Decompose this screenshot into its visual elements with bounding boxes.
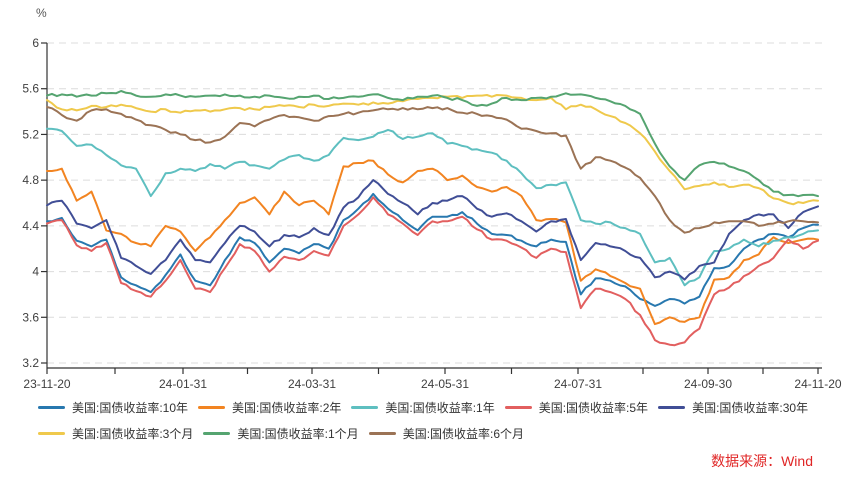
legend-item-4[interactable]: 美国:国债收益率:30年 — [658, 399, 808, 416]
series-line-5 — [46, 94, 819, 206]
legend-label: 美国:国债收益率:1个月 — [237, 427, 359, 441]
y-tick-label: 3.6 — [22, 310, 39, 324]
series-line-0 — [46, 192, 819, 307]
x-tick-label: 23-11-20 — [23, 377, 70, 391]
series-line-7 — [46, 106, 819, 234]
x-tick-label: 24-07-31 — [554, 377, 602, 391]
legend-row: 美国:国债收益率:10年 美国:国债收益率:2年 美国:国债收益率:1年 美国:国债收… — [38, 399, 828, 416]
x-tick-label: 24-05-31 — [421, 377, 469, 391]
legend-item-3[interactable]: 美国:国债收益率:5年 — [504, 399, 649, 416]
legend-swatch-icon — [351, 405, 379, 410]
legend-item-5[interactable]: 美国:国债收益率:3个月 — [38, 425, 193, 442]
y-tick-label: 6 — [32, 36, 39, 50]
legend-label: 美国:国债收益率:10年 — [72, 401, 189, 415]
y-tick-label: 4.8 — [22, 173, 39, 187]
legend-item-2[interactable]: 美国:国债收益率:1年 — [351, 399, 495, 416]
legend-item-6[interactable]: 美国:国债收益率:1个月 — [203, 425, 359, 442]
series-line-1 — [46, 159, 819, 326]
y-tick-label: 4.4 — [22, 219, 39, 233]
legend-item-0[interactable]: 美国:国债收益率:10年 — [38, 399, 188, 416]
x-tick-label: 24-09-30 — [684, 377, 732, 391]
chart-legend: 美国:国债收益率:10年 美国:国债收益率:2年 美国:国债收益率:1年 美国:国债收… — [38, 399, 828, 442]
legend-label: 美国:国债收益率:30年 — [692, 401, 809, 415]
y-tick-label: 4 — [32, 265, 39, 279]
x-tick-label: 24-11-20 — [794, 377, 841, 391]
legend-swatch-icon — [368, 431, 396, 436]
legend-swatch-icon — [38, 405, 65, 410]
legend-label: 美国:国债收益率:3个月 — [72, 427, 194, 441]
series-line-2 — [46, 127, 819, 287]
legend-item-7[interactable]: 美国:国债收益率:6个月 — [368, 425, 525, 442]
series-line-6 — [46, 90, 819, 198]
legend-swatch-icon — [504, 405, 532, 410]
legend-row: 美国:国债收益率:3个月 美国:国债收益率:1个月 美国:国债收益率:6个月 — [38, 425, 828, 442]
legend-label: 美国:国债收益率:6个月 — [402, 427, 525, 441]
legend-swatch-icon — [658, 405, 686, 410]
y-tick-label: 5.2 — [22, 127, 39, 141]
legend-item-1[interactable]: 美国:国债收益率:2年 — [198, 399, 341, 416]
legend-swatch-icon — [203, 431, 231, 436]
legend-label: 美国:国债收益率:5年 — [538, 401, 649, 415]
y-tick-label: 5.6 — [22, 82, 39, 96]
data-source-note: 数据来源：Wind — [711, 453, 813, 469]
series-line-3 — [46, 196, 819, 347]
legend-swatch-icon — [198, 405, 226, 410]
y-axis-unit-label: % — [36, 6, 47, 20]
series-line-4 — [46, 179, 819, 281]
y-tick-label: 3.2 — [22, 356, 39, 370]
legend-label: 美国:国债收益率:2年 — [232, 401, 342, 415]
x-tick-label: 24-03-31 — [288, 377, 336, 391]
line-chart-canvas: 6 5.6 5.2 4.8 4.4 4 3.6 3.2 23-11-20 24-01-31 24-0… — [22, 36, 842, 391]
legend-label: 美国:国债收益率:1年 — [385, 401, 495, 415]
axes: 6 5.6 5.2 4.8 4.4 4 3.6 3.2 23-11-20 24-01-31 24-0… — [22, 36, 842, 391]
x-tick-label: 24-01-31 — [159, 377, 207, 391]
legend-swatch-icon — [38, 431, 65, 436]
